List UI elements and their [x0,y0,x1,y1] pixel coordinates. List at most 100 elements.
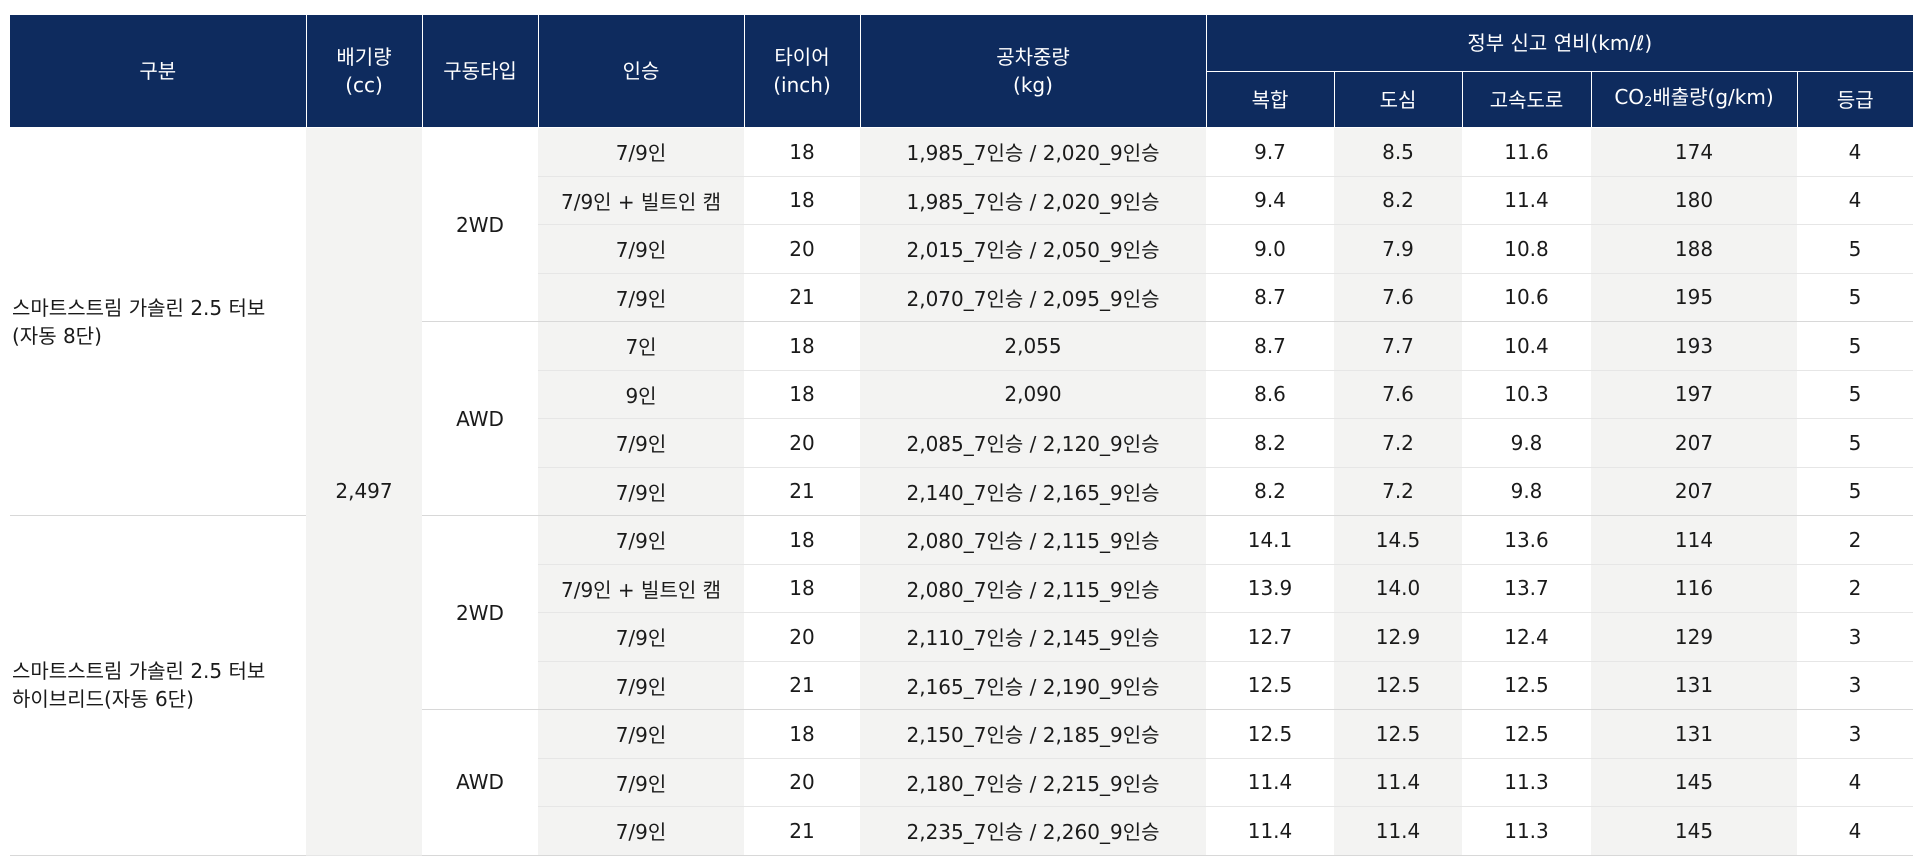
table-row: 7/9인 21 2,235_7인승 / 2,260_9인승 11.4 11.4 11.3 1… [10,806,1914,856]
drive-type-cell: AWD [422,321,538,516]
highway-cell: 12.5 [1462,661,1591,710]
tire-cell: 18 [744,176,860,225]
co2-cell: 116 [1591,564,1797,613]
seats-cell: 7/9인 [538,418,744,468]
co2-subscript: 2 [1644,94,1653,110]
grade-cell: 5 [1797,273,1914,322]
tire-cell: 18 [744,709,860,759]
seats-cell: 7/9인 [538,515,744,565]
highway-cell: 11.3 [1462,758,1591,807]
curb-weight-cell: 2,070_7인승 / 2,095_9인승 [860,273,1206,322]
category-cell: 스마트스트림 가솔린 2.5 터보 (자동 8단) [10,127,306,516]
header-combined: 복합 [1205,71,1334,128]
header-drive-type: 구동타입 [421,15,538,128]
city-cell: 7.7 [1334,321,1462,371]
curb-weight-cell: 2,080_7인승 / 2,115_9인승 [860,515,1206,565]
combined-cell: 9.4 [1206,176,1334,225]
table-header: 구분 배기량 (cc) 구동타입 인승 타이어 (inch) 공차중량 (kg)… [10,15,1914,128]
curb-weight-cell: 2,165_7인승 / 2,190_9인승 [860,661,1206,710]
header-curb-weight: 공차중량 (kg) [859,15,1206,128]
table-row: 스마트스트림 가솔린 2.5 터보 하이브리드(자동 6단) 2WD 7/9인 18 2… [10,515,1914,856]
curb-weight-cell: 2,015_7인승 / 2,050_9인승 [860,224,1206,274]
co2-cell: 207 [1591,418,1797,468]
grade-cell: 4 [1797,127,1914,177]
table-row: 7/9인 20 2,180_7인승 / 2,215_9인승 11.4 11.4 11.3 1… [10,758,1914,807]
seats-cell: 7/9인 [538,273,744,322]
highway-cell: 12.5 [1462,709,1591,759]
table-row: 7/9인 20 2,110_7인승 / 2,145_9인승 12.7 12.9 12.4 1… [10,612,1914,662]
curb-weight-cell: 2,090 [860,370,1206,419]
grade-cell: 5 [1797,321,1914,371]
tire-cell: 21 [744,467,860,516]
curb-weight-cell: 1,985_7인승 / 2,020_9인승 [860,127,1206,177]
header-city: 도심 [1333,71,1462,128]
grade-cell: 3 [1797,709,1914,759]
grade-cell: 5 [1797,467,1914,516]
combined-cell: 8.6 [1206,370,1334,419]
co2-cell: 145 [1591,806,1797,856]
highway-cell: 11.6 [1462,127,1591,177]
curb-weight-cell: 2,080_7인승 / 2,115_9인승 [860,564,1206,613]
tire-cell: 18 [744,515,860,565]
tire-cell: 18 [744,564,860,613]
table-row: 9인 18 2,090 8.6 7.6 10.3 197 5 [10,370,1914,419]
city-cell: 7.2 [1334,418,1462,468]
city-cell: 7.2 [1334,467,1462,516]
curb-weight-cell: 2,055 [860,321,1206,371]
seats-cell: 7/9인 [538,127,744,177]
highway-cell: 10.3 [1462,370,1591,419]
table-row: 스마트스트림 가솔린 2.5 터보 (자동 8단) 2,497 2WD 7/9인 18 1… [10,127,1914,856]
co2-cell: 193 [1591,321,1797,371]
co2-cell: 207 [1591,467,1797,516]
combined-cell: 11.4 [1206,758,1334,807]
table-row: AWD 7인 18 2,055 8.7 7.7 10.4 193 5 [10,321,1914,516]
combined-cell: 9.0 [1206,224,1334,274]
highway-cell: 10.8 [1462,224,1591,274]
co2-cell: 114 [1591,515,1797,565]
seats-cell: 7/9인 [538,661,744,710]
header-category: 구분 [10,15,306,128]
drive-type-cell: 2WD [422,515,538,710]
grade-cell: 4 [1797,806,1914,856]
tire-cell: 20 [744,418,860,468]
grade-cell: 5 [1797,370,1914,419]
city-cell: 8.2 [1334,176,1462,225]
drive-type-cell: AWD [422,709,538,856]
seats-cell: 7/9인 [538,806,744,856]
grade-cell: 4 [1797,758,1914,807]
header-highway: 고속도로 [1461,71,1591,128]
curb-weight-cell: 2,235_7인승 / 2,260_9인승 [860,806,1206,856]
curb-weight-cell: 2,110_7인승 / 2,145_9인승 [860,612,1206,662]
table-row: AWD 7/9인 18 2,150_7인승 / 2,185_9인승 12.5 12.5 12… [10,709,1914,856]
seats-cell: 7/9인 [538,758,744,807]
tire-cell: 21 [744,661,860,710]
highway-cell: 12.4 [1462,612,1591,662]
category-cell: 스마트스트림 가솔린 2.5 터보 하이브리드(자동 6단) [10,515,306,856]
co2-cell: 180 [1591,176,1797,225]
displacement-cell: 2,497 [306,127,422,856]
city-cell: 12.9 [1334,612,1462,662]
grade-cell: 2 [1797,564,1914,613]
fuel-efficiency-spec-table-container: 구분 배기량 (cc) 구동타입 인승 타이어 (inch) 공차중량 (kg)… [10,15,1914,856]
fuel-efficiency-spec-table: 구분 배기량 (cc) 구동타입 인승 타이어 (inch) 공차중량 (kg)… [10,15,1914,856]
co2-cell: 188 [1591,224,1797,274]
header-co2-emission: CO2배출량(g/km) [1590,71,1797,128]
grade-cell: 2 [1797,515,1914,565]
seats-cell: 7/9인 [538,709,744,759]
table-row: 7/9인 20 2,085_7인승 / 2,120_9인승 8.2 7.2 9.8 207 5 [10,418,1914,468]
city-cell: 7.6 [1334,273,1462,322]
combined-cell: 11.4 [1206,806,1334,856]
tire-cell: 18 [744,370,860,419]
city-cell: 12.5 [1334,661,1462,710]
combined-cell: 14.1 [1206,515,1334,565]
highway-cell: 9.8 [1462,418,1591,468]
drive-type-cell: 2WD [422,127,538,322]
tire-cell: 20 [744,758,860,807]
grade-cell: 5 [1797,224,1914,274]
tire-cell: 20 [744,224,860,274]
grade-cell: 3 [1797,661,1914,710]
city-cell: 12.5 [1334,709,1462,759]
highway-cell: 9.8 [1462,467,1591,516]
curb-weight-cell: 2,150_7인승 / 2,185_9인승 [860,709,1206,759]
table-row: 7/9인 21 2,140_7인승 / 2,165_9인승 8.2 7.2 9.8 207 5 [10,467,1914,516]
